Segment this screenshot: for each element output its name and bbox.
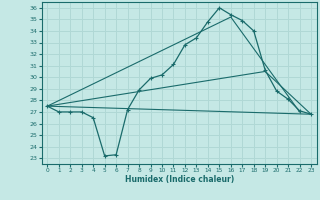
X-axis label: Humidex (Indice chaleur): Humidex (Indice chaleur) [124, 175, 234, 184]
